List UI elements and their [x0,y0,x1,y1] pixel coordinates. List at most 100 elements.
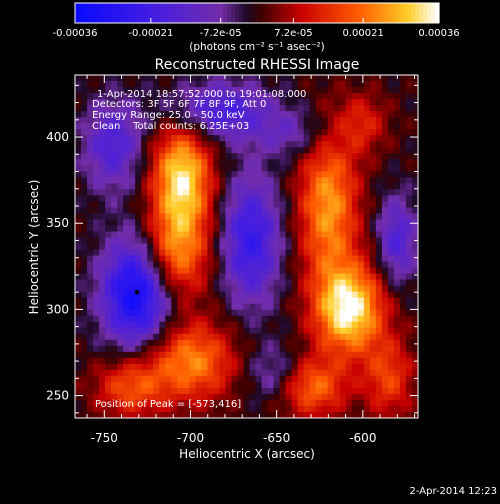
heatmap-cell [381,159,389,166]
heatmap-cell [171,315,178,323]
heatmap-cell [141,363,148,371]
heatmap-cell [333,357,341,365]
heatmap-cell [207,117,214,124]
heatmap-cell [219,405,226,413]
heatmap-cell [93,207,100,214]
heatmap-cell [279,87,287,94]
heatmap-cell [135,81,142,88]
heatmap-cell [135,291,142,299]
heatmap-cell [195,279,202,287]
heatmap-cell [213,243,220,251]
heatmap-cell [123,231,130,238]
heatmap-cell [261,165,269,172]
heatmap-cell [261,219,269,226]
colorbar-step [379,3,384,23]
heatmap-cell [159,291,166,299]
heatmap-cell [315,147,323,154]
heatmap-cell [111,351,118,359]
heatmap-cell [363,183,371,190]
heatmap-cell [333,351,341,359]
heatmap-cell [123,249,130,257]
heatmap-cell [315,255,323,263]
heatmap-cell [147,153,154,160]
heatmap-cell [129,111,136,118]
heatmap-cell [75,201,82,208]
heatmap-cell [159,255,166,263]
heatmap-cell [81,159,88,166]
heatmap-cell [105,339,112,347]
heatmap-cell [369,243,377,251]
heatmap-cell [315,213,323,220]
heatmap-cell [87,267,94,275]
heatmap-cell [177,129,184,136]
heatmap-cell [255,267,263,275]
heatmap-cell [219,165,226,172]
heatmap-cell [201,267,208,275]
heatmap-cell [291,267,299,275]
heatmap-cell [147,117,154,124]
heatmap-cell [249,393,257,401]
heatmap-cell [201,123,208,130]
heatmap-cell [171,87,178,94]
heatmap-cell [183,273,190,281]
heatmap-cell [177,81,184,88]
heatmap-cell [357,261,365,269]
heatmap-cell [243,387,251,395]
heatmap-cell [309,345,317,353]
heatmap-cell [375,123,383,130]
heatmap-cell [357,231,365,238]
heatmap-cell [369,195,377,202]
heatmap-cell [261,321,269,329]
heatmap-cell [105,375,112,383]
heatmap-cell [327,159,335,166]
heatmap-cell [261,213,269,220]
heatmap-cell [255,291,263,299]
heatmap-cell [249,129,257,136]
heatmap-cell [261,195,269,202]
heatmap-cell [153,237,160,244]
heatmap-cell [291,141,299,148]
heatmap-cell [75,321,82,329]
heatmap-cell [153,93,160,100]
heatmap-cell [189,381,196,389]
heatmap-cell [207,405,214,413]
heatmap-cell [171,303,178,311]
heatmap-cell [243,135,251,142]
heatmap-cell [225,297,232,305]
heatmap-cell [267,177,275,184]
heatmap-cell [159,351,166,359]
heatmap-cell [411,165,419,172]
heatmap-cell [105,93,112,100]
heatmap-cell [117,279,124,287]
heatmap-cell [327,315,335,323]
heatmap-cell [171,105,178,112]
heatmap-cell [393,393,401,401]
heatmap-cell [363,411,371,419]
heatmap-cell [345,285,353,293]
heatmap-cell [297,219,305,226]
heatmap-cell [81,93,88,100]
heatmap-cell [123,111,130,118]
heatmap-cell [249,237,257,244]
heatmap-cell [405,135,413,142]
heatmap-cell [99,357,106,365]
heatmap-cell [309,153,317,160]
heatmap-cell [111,375,118,383]
heatmap-cell [117,129,124,136]
heatmap-cell [327,339,335,347]
heatmap-cell [339,381,347,389]
heatmap-cell [189,213,196,220]
heatmap-cell [159,219,166,226]
heatmap-cell [165,297,172,305]
heatmap-cell [261,141,269,148]
heatmap-cell [207,147,214,154]
heatmap-cell [303,327,311,335]
heatmap-cell [99,129,106,136]
heatmap-cell [141,357,148,365]
heatmap-cell [381,243,389,251]
heatmap-cell [369,75,377,82]
heatmap-cell [255,225,263,232]
heatmap-cell [225,207,232,214]
heatmap-cell [81,123,88,130]
heatmap-cell [291,123,299,130]
